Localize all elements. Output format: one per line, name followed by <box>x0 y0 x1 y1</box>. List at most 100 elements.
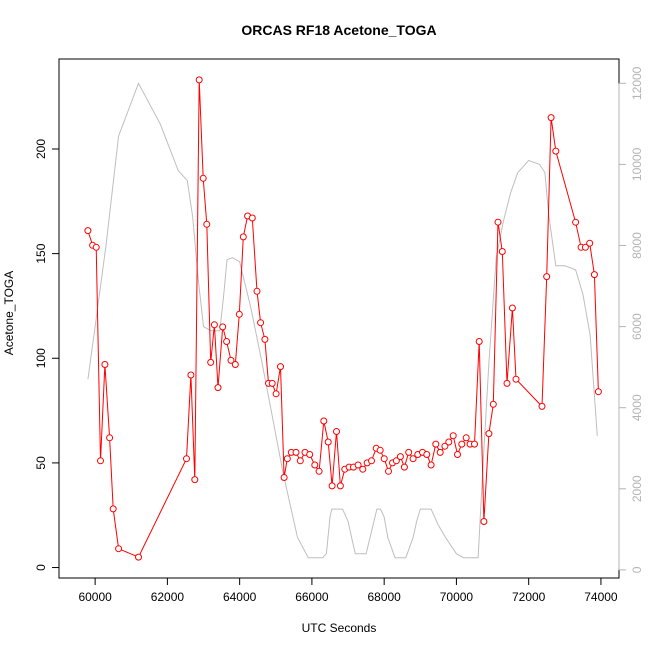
acetone-point <box>454 451 461 458</box>
acetone-point <box>538 402 546 410</box>
x-tick-label: 70000 <box>440 590 474 604</box>
acetone-point <box>214 384 222 392</box>
acetone-point <box>392 457 400 465</box>
y-tick-label: 0 <box>34 564 48 571</box>
acetone-point <box>445 438 453 446</box>
acetone-point <box>449 432 457 440</box>
acetone-point <box>475 338 483 345</box>
acetone-point <box>135 553 142 561</box>
acetone-point <box>203 220 211 228</box>
altitude-line <box>87 82 598 559</box>
acetone-point <box>359 465 367 473</box>
acetone-point <box>306 451 314 458</box>
acetone-point <box>280 474 288 481</box>
acetone-point <box>219 323 227 331</box>
acetone-point <box>432 440 440 448</box>
acetone-point <box>485 430 493 438</box>
acetone-point <box>409 455 417 463</box>
acetone-point <box>458 440 466 448</box>
acetone-point <box>261 335 269 343</box>
acetone-point <box>503 379 511 387</box>
x-tick-label: 60000 <box>78 590 112 604</box>
acetone-point <box>97 457 104 465</box>
y2-tick-label: 12000 <box>630 66 644 100</box>
acetone-point <box>210 321 218 329</box>
acetone-point <box>462 434 470 442</box>
acetone-point <box>207 358 215 366</box>
acetone-point <box>376 446 384 454</box>
acetone-point <box>183 455 190 463</box>
x-tick-label: 68000 <box>367 590 401 604</box>
y-tick-label: 50 <box>34 456 48 470</box>
x-axis-label: UTC Seconds <box>302 621 377 635</box>
acetone-point <box>552 147 560 155</box>
y2-tick-label: 10000 <box>630 147 644 181</box>
acetone-point <box>315 467 323 475</box>
acetone-point <box>489 400 497 408</box>
acetone-point <box>235 310 243 318</box>
y2-axis: 0 2000 4000 6000 8000 10000 12000 <box>618 66 644 573</box>
x-tick-label: 74000 <box>584 590 618 604</box>
acetone-point <box>324 438 332 446</box>
x-tick-label: 72000 <box>512 590 546 604</box>
acetone-point <box>292 448 300 456</box>
x-tick-label: 62000 <box>151 590 185 604</box>
acetone-point <box>248 214 256 222</box>
acetone-point <box>423 451 431 458</box>
acetone-point <box>191 476 199 484</box>
y2-tick-label: 8000 <box>630 232 644 259</box>
chart-title: ORCAS RF18 Acetone_TOGA <box>241 22 436 38</box>
acetone-point <box>253 287 261 295</box>
acetone-point <box>92 243 100 251</box>
acetone-point <box>441 442 449 450</box>
acetone-point <box>471 440 478 448</box>
acetone-point <box>277 363 284 371</box>
y2-tick-label: 2000 <box>630 475 644 502</box>
acetone-point <box>109 505 117 513</box>
acetone-point <box>547 114 555 122</box>
x-tick-label: 64000 <box>223 590 257 604</box>
plot-frame <box>58 58 620 579</box>
acetone-point <box>296 457 304 465</box>
y-tick-label: 150 <box>34 243 48 263</box>
acetone-series <box>84 76 602 561</box>
acetone-point <box>195 76 203 84</box>
acetone-point <box>239 233 247 241</box>
acetone-point <box>480 518 488 525</box>
acetone-point <box>115 545 123 553</box>
acetone-point <box>101 361 109 368</box>
x-axis: 60000 62000 64000 66000 68000 70000 72000 74000 <box>78 577 618 604</box>
y2-tick-label: 0 <box>630 566 644 573</box>
acetone-point <box>594 388 602 396</box>
acetone-point <box>231 361 239 368</box>
acetone-point <box>106 434 114 442</box>
altitude-series <box>87 82 598 559</box>
acetone-point <box>272 390 280 398</box>
acetone-point <box>586 239 594 247</box>
acetone-point <box>354 461 362 469</box>
acetone-point <box>512 375 520 383</box>
acetone-point <box>320 417 328 425</box>
acetone-point <box>333 428 340 435</box>
y-axis: 0 50 100 150 200 <box>34 139 60 571</box>
acetone-point <box>494 218 502 226</box>
acetone-point <box>199 174 207 182</box>
acetone-point <box>572 218 580 226</box>
acetone-point <box>508 304 516 312</box>
acetone-point <box>84 227 92 235</box>
acetone-point <box>436 448 444 456</box>
y2-tick-label: 4000 <box>630 394 644 421</box>
acetone-point <box>283 455 291 463</box>
acetone-point <box>543 273 551 281</box>
y2-tick-label: 6000 <box>630 313 644 340</box>
acetone-point <box>581 243 589 251</box>
acetone-point <box>498 248 506 255</box>
y-axis-label: Acetone_TOGA <box>2 271 16 356</box>
y-tick-label: 200 <box>34 139 48 159</box>
acetone-point <box>590 271 598 279</box>
acetone-point <box>336 482 344 490</box>
acetone-point <box>427 461 435 469</box>
acetone-point <box>311 461 319 469</box>
x-tick-label: 66000 <box>295 590 329 604</box>
